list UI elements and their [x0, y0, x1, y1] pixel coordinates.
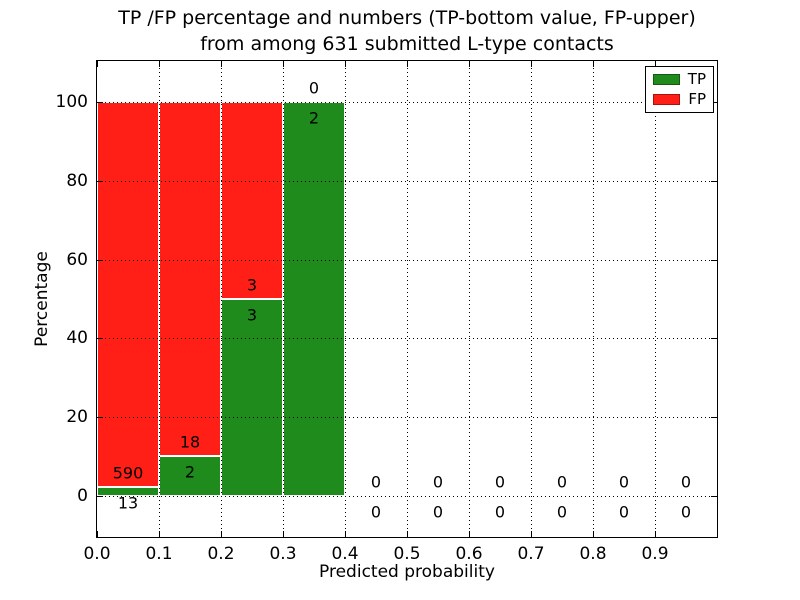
- gridline-x-0.6: [469, 61, 470, 537]
- bar-segment-tp-0.1-0.2: [159, 456, 221, 496]
- x-axis-label: Predicted probability: [319, 562, 495, 582]
- bar-segment-tp-0-0.1: [97, 487, 159, 496]
- axis-tick-bottom-0.7: [531, 531, 532, 537]
- axis-tick-top-0.1: [159, 61, 160, 67]
- fp-count-label-0-0.1: 590: [112, 463, 144, 483]
- axis-tick-top-0.7: [531, 61, 532, 67]
- axis-tick-top-0.6: [469, 61, 470, 67]
- x-tick-label-0.7: 0.7: [517, 544, 545, 564]
- legend-entry-tp: TP: [653, 72, 706, 87]
- axis-tick-bottom-0.6: [469, 531, 470, 537]
- bar-segment-fp-0.1-0.2: [159, 102, 221, 457]
- axis-tick-left-40: [97, 338, 103, 340]
- axis-tick-top-0.9: [655, 61, 656, 67]
- axis-tick-top-0.4: [345, 61, 346, 67]
- fp-count-label-0.2-0.3: 3: [246, 275, 258, 295]
- axis-tick-top-0.2: [221, 61, 222, 67]
- axis-tick-top-0.5: [407, 61, 408, 67]
- plot-area: 0.0 0.1 0.2 0.3 0.4 0.5 0.6 0.7 0.8 0.9 0 20 40 60 80 1…: [56, 60, 718, 564]
- axis-tick-bottom-0.8: [593, 531, 594, 537]
- y-tick-label-60: 60: [66, 249, 88, 270]
- x-tick-label-0.8: 0.8: [579, 544, 607, 564]
- x-tick-label-0.9: 0.9: [641, 544, 669, 564]
- axis-tick-right-60: [711, 259, 717, 261]
- tp-count-label-0.8-0.9: 0: [618, 502, 630, 522]
- gridline-x-0.8: [593, 61, 594, 537]
- gridline-x-0.5: [407, 61, 408, 537]
- gridline-x-0.3: [283, 61, 284, 537]
- fp-count-label-0.5-0.6: 0: [432, 472, 444, 492]
- axis-tick-left-20: [97, 417, 103, 419]
- axis-tick-right-80: [711, 180, 717, 182]
- gridline-x-0.1: [159, 61, 160, 537]
- chart-title-line1: TP /FP percentage and numbers (TP-bottom…: [118, 7, 696, 29]
- gridline-x-0.4: [345, 61, 346, 537]
- x-tick-label-0.2: 0.2: [207, 544, 235, 564]
- axis-tick-right-100: [711, 102, 717, 104]
- legend-entry-fp: FP: [653, 92, 706, 107]
- gridline-x-0.7: [531, 61, 532, 537]
- axis-tick-bottom-0.5: [407, 531, 408, 537]
- fp-count-label-0.1-0.2: 18: [179, 432, 201, 452]
- x-tick-label-0.1: 0.1: [145, 544, 173, 564]
- y-tick-label-0: 0: [77, 485, 88, 506]
- axis-tick-bottom-0.4: [345, 531, 346, 537]
- axis-tick-left-100: [97, 102, 103, 104]
- axis-tick-left-60: [97, 259, 103, 261]
- fp-count-label-0.4-0.5: 0: [370, 472, 382, 492]
- axis-tick-bottom-0.2: [221, 531, 222, 537]
- bar-segment-tp-0.3-0.4: [283, 102, 345, 496]
- bar-segment-fp-0-0.1: [97, 102, 159, 488]
- tp-count-label-0.2-0.3: 3: [246, 305, 258, 325]
- bar-segment-tp-0.2-0.3: [221, 299, 283, 496]
- axis-tick-left-80: [97, 180, 103, 182]
- tp-count-label-0.6-0.7: 0: [494, 502, 506, 522]
- chart-title-line2: from among 631 submitted L-type contacts: [200, 33, 614, 55]
- legend-label-tp: TP: [687, 70, 706, 88]
- x-tick-label-0.5: 0.5: [393, 544, 421, 564]
- fp-count-label-0.3-0.4: 0: [308, 78, 320, 98]
- axis-tick-right-40: [711, 338, 717, 340]
- axis-tick-bottom-0.3: [283, 531, 284, 537]
- tp-count-label-0.5-0.6: 0: [432, 502, 444, 522]
- bar-segment-fp-0.2-0.3: [221, 102, 283, 299]
- y-tick-label-40: 40: [66, 328, 88, 349]
- axis-tick-right-0: [711, 495, 717, 497]
- axis-tick-bottom-0.9: [655, 531, 656, 537]
- x-tick-label-0.6: 0.6: [455, 544, 483, 564]
- y-tick-label-100: 100: [55, 92, 88, 113]
- tp-count-label-0.7-0.8: 0: [556, 502, 568, 522]
- tp-color-swatch: [653, 74, 680, 85]
- fp-count-label-0.7-0.8: 0: [556, 472, 568, 492]
- axis-tick-top-0: [97, 61, 98, 67]
- fp-count-label-0.8-0.9: 0: [618, 472, 630, 492]
- legend-label-fp: FP: [688, 90, 706, 108]
- axis-tick-right-20: [711, 417, 717, 419]
- tp-count-label-0.4-0.5: 0: [370, 502, 382, 522]
- tp-count-label-0.9-1: 0: [680, 502, 692, 522]
- x-tick-label-0.0: 0.0: [83, 544, 111, 564]
- legend: TP FP: [645, 66, 714, 113]
- x-tick-label-0.4: 0.4: [331, 544, 359, 564]
- fp-count-label-0.9-1: 0: [680, 472, 692, 492]
- gridline-x-0.2: [221, 61, 222, 537]
- axis-tick-bottom-0: [97, 531, 98, 537]
- axis-tick-left-0: [97, 495, 103, 497]
- y-axis-label: Percentage: [32, 251, 52, 347]
- y-tick-label-20: 20: [66, 407, 88, 428]
- fp-count-label-0.6-0.7: 0: [494, 472, 506, 492]
- fp-color-swatch: [653, 94, 681, 105]
- tp-count-label-0.3-0.4: 2: [308, 108, 320, 128]
- tp-count-label-0.1-0.2: 2: [184, 462, 196, 482]
- chart-title: TP /FP percentage and numbers (TP-bottom…: [96, 5, 718, 57]
- axis-tick-bottom-0.1: [159, 531, 160, 537]
- axis-tick-top-0.8: [593, 61, 594, 67]
- axis-tick-top-0.3: [283, 61, 284, 67]
- x-tick-label-0.3: 0.3: [269, 544, 297, 564]
- gridline-x-0.9: [655, 61, 656, 537]
- y-tick-label-80: 80: [66, 170, 88, 191]
- tp-count-label-0-0.1: 13: [117, 493, 139, 513]
